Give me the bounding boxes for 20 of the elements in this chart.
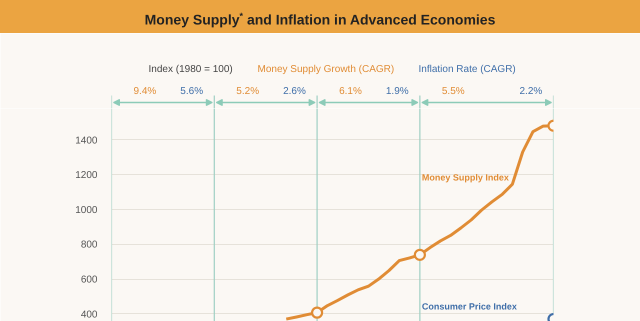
text: Inflation Rate (CAGR) (418, 64, 516, 75)
chart-title: Money Supply$^{*}$ and Inflation in Advanced Economies (144, 10, 496, 30)
text: Money Supply Growth (CAGR) (258, 64, 394, 75)
y-tick-label: 1400 (75, 135, 98, 146)
text: 6.1% (339, 86, 362, 97)
text: 5.6% (180, 86, 204, 97)
series-label: Money Supply Index (422, 172, 509, 182)
y-tick-label: 600 (80, 274, 98, 286)
text: Consumer Price Index (422, 302, 517, 312)
text: 9.4% (134, 86, 156, 97)
y-tick-label: 400 (80, 309, 98, 320)
text: 2.2% (520, 86, 542, 97)
text: 5.5% (442, 86, 465, 97)
text: 5.2% (236, 86, 260, 97)
text: 1.9% (386, 86, 409, 97)
y-axis-title: Index (1980 = 100) (148, 64, 233, 75)
y-tick-label: 800 (80, 240, 98, 251)
text: 2.6% (283, 86, 306, 97)
y-tick-label: 1000 (75, 204, 98, 216)
y-tick-label: 1200 (75, 170, 98, 182)
